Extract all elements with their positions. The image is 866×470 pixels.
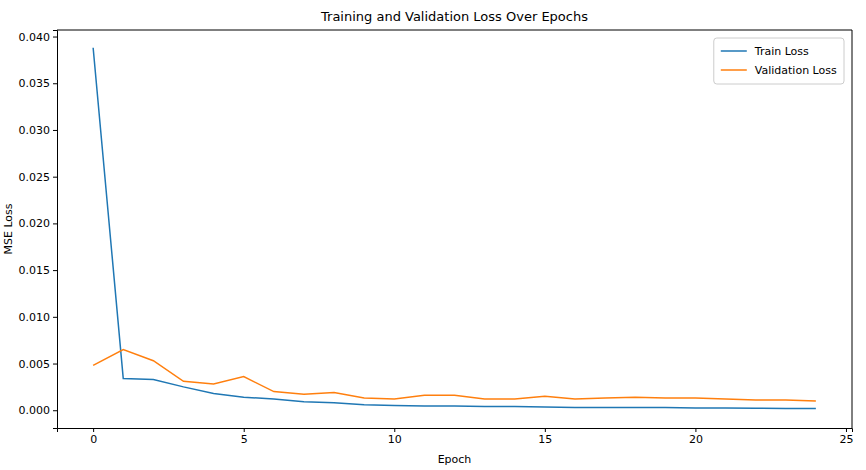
y-tick-label: 0.040 (19, 31, 51, 44)
x-axis: 0 5 10 15 20 25 (58, 428, 854, 446)
x-tick-mark (93, 428, 94, 432)
y-tick-mark (53, 270, 57, 271)
y-tick-label: 0.035 (19, 77, 51, 90)
y-tick-mark (53, 364, 57, 365)
legend-item: Train Loss (721, 45, 809, 58)
y-tick-mark (53, 37, 57, 38)
y-tick-label: 0.010 (19, 311, 51, 324)
x-tick: 10 (388, 428, 402, 446)
y-tick-mark (53, 410, 57, 411)
x-tick: 20 (689, 428, 703, 446)
x-tick-mark (545, 428, 546, 432)
plot-area: 0 5 10 15 20 25 0.000 0.005 0.010 0.015 0.020 0.025… (19, 30, 854, 446)
y-tick: 0.005 (19, 358, 58, 371)
legend-label: Validation Loss (755, 64, 837, 77)
x-tick-label: 10 (388, 433, 402, 446)
y-tick-label: 0.025 (19, 171, 51, 184)
y-tick-label: 0.020 (19, 217, 51, 230)
y-tick-label: 0.000 (19, 404, 51, 417)
chart: 0 5 10 15 20 25 0.000 0.005 0.010 0.015 0.020 0.025… (0, 0, 866, 470)
x-tick-label: 20 (689, 433, 703, 446)
x-tick: 0 (90, 428, 97, 446)
y-tick: 0.030 (19, 124, 58, 137)
x-axis-title: Epoch (438, 453, 472, 466)
y-axis-title: MSE Loss (2, 203, 15, 254)
y-tick: 0.040 (19, 31, 58, 44)
x-tick: 5 (241, 428, 248, 446)
x-tick-label: 5 (241, 433, 248, 446)
y-tick-mark (53, 83, 57, 84)
y-tick: 0.015 (19, 264, 58, 277)
legend: Train Loss Validation Loss (714, 38, 844, 84)
x-tick-label: 25 (839, 433, 853, 446)
y-tick-mark (53, 130, 57, 131)
x-tick: 25 (839, 428, 853, 446)
x-tick-label: 15 (538, 433, 552, 446)
frame-right (852, 30, 853, 428)
y-tick-label: 0.030 (19, 124, 51, 137)
x-axis-line (58, 429, 853, 433)
series-line (93, 350, 816, 401)
x-tick-mark (394, 428, 395, 432)
y-tick-label: 0.015 (19, 264, 51, 277)
x-tick-label: 0 (90, 433, 97, 446)
y-tick-label: 0.005 (19, 358, 51, 371)
legend-label: Train Loss (754, 45, 809, 58)
title: Training and Validation Loss Over Epochs (320, 9, 588, 24)
x-tick-mark (695, 428, 696, 432)
legend-box (714, 38, 844, 84)
y-tick: 0.035 (19, 77, 58, 90)
x-tick: 15 (538, 428, 552, 446)
legend-swatch (721, 69, 747, 71)
y-tick: 0.010 (19, 311, 58, 324)
y-tick-mark (53, 317, 57, 318)
y-axis: 0.000 0.005 0.010 0.015 0.020 0.025 0.030 0.035… (19, 31, 58, 429)
legend-item: Validation Loss (721, 64, 837, 77)
y-axis-line (53, 31, 58, 429)
legend-swatch (721, 50, 747, 52)
y-tick: 0.025 (19, 171, 58, 184)
series-line (93, 48, 816, 409)
y-tick-mark (53, 223, 57, 224)
x-tick-mark (244, 428, 245, 432)
y-tick: 0.000 (19, 404, 58, 417)
x-tick-mark (846, 428, 847, 432)
y-tick-mark (53, 177, 57, 178)
series-group (93, 48, 816, 409)
frame-top (57, 30, 852, 31)
y-tick: 0.020 (19, 217, 58, 230)
